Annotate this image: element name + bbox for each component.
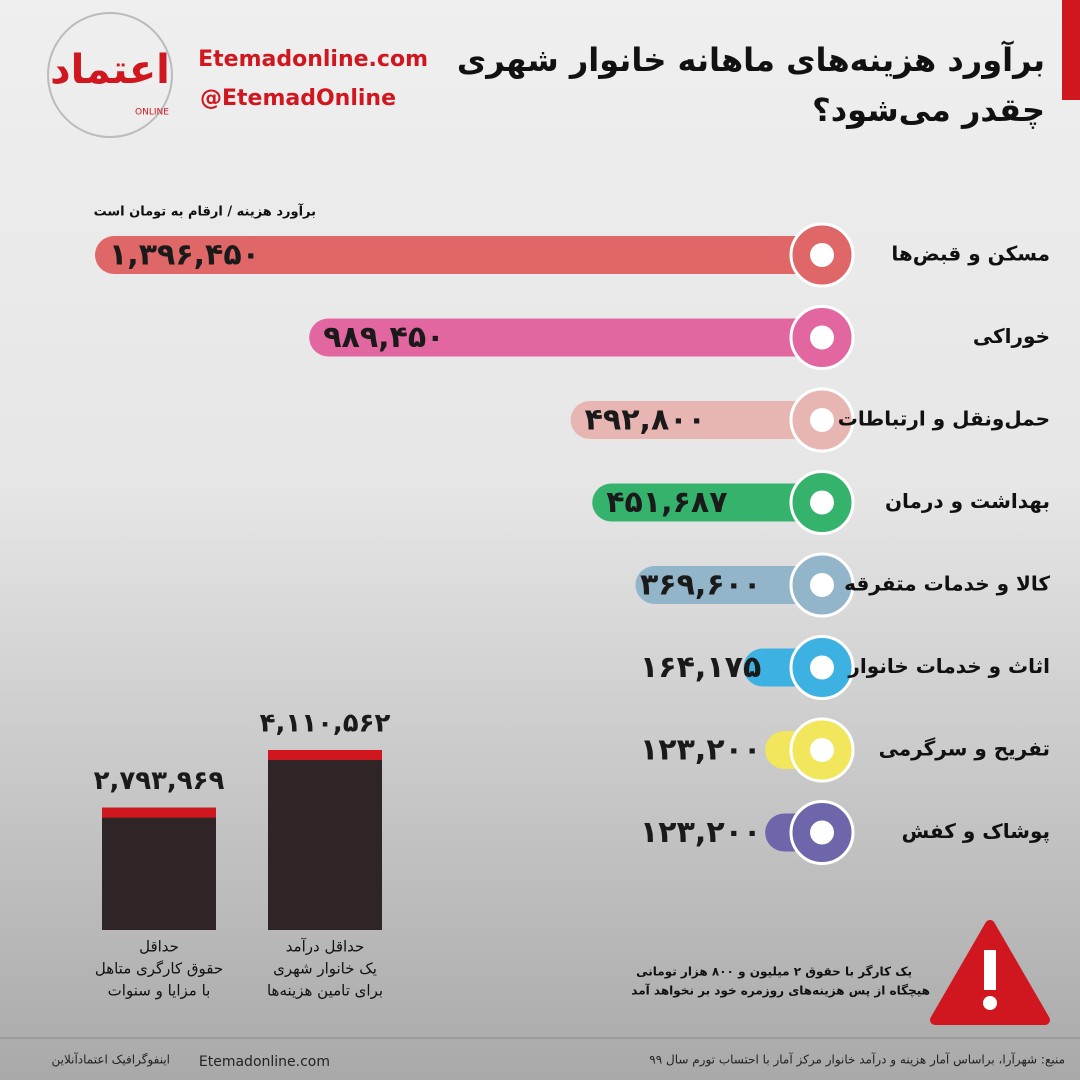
- category-label: برای تامین هزینه‌ها: [267, 982, 383, 1000]
- bar: [635, 566, 830, 604]
- icon-glyph: [810, 243, 834, 267]
- category-label: با مزایا و سنوات: [108, 982, 211, 1000]
- value-label: ۱,۳۹۶,۴۵۰: [109, 238, 260, 273]
- category-label: یک خانوار شهری: [273, 960, 377, 978]
- category-label: حقوق کارگری متاهل: [95, 960, 223, 978]
- value-label: ۱۲۳,۲۰۰: [640, 733, 761, 768]
- logo-handle: @EtemadOnline: [200, 86, 396, 111]
- value-label: ۴,۱۱۰,۵۶۲: [260, 709, 391, 739]
- category-label: حمل‌ونقل و ارتباطات: [838, 407, 1050, 431]
- bar: [309, 318, 830, 357]
- category-label: کالا و خدمات متفرقه: [844, 572, 1050, 596]
- subtitle: برآورد هزینه / ارقام به تومان است: [94, 203, 316, 220]
- category-label: پوشاک و کفش: [902, 819, 1050, 844]
- value-label: ۹۸۹,۴۵۰: [323, 320, 444, 355]
- logo-name: اعتماد: [50, 47, 170, 93]
- value-label: ۱۲۳,۲۰۰: [640, 815, 761, 850]
- warning-icon: [984, 950, 996, 990]
- logo-globe: [47, 12, 173, 138]
- logo-site: Etemadonline.com: [198, 47, 428, 72]
- footer-source: منبع: شهرآرا، براساس آمار هزینه و درآمد …: [649, 1052, 1065, 1068]
- bar: [570, 401, 830, 439]
- warning-icon: [983, 996, 997, 1010]
- icon-glyph: [810, 738, 834, 762]
- note: یک کارگر با حقوق ۲ میلیون و ۸۰۰ هزار توم…: [636, 965, 912, 980]
- category-label: اثاث و خدمات خانوار: [847, 654, 1050, 678]
- logo-tag: ONLINE: [135, 108, 169, 118]
- footer-credit: اینفوگرافیک اعتمادآنلاین: [51, 1052, 170, 1068]
- bar: [592, 483, 830, 522]
- icon-glyph: [810, 490, 834, 515]
- category-label: خوراکی: [973, 324, 1050, 348]
- note: هیچگاه از پس هزینه‌های روزمره خود بر نخو…: [631, 983, 930, 999]
- category-label: حداقل: [139, 938, 179, 956]
- value-label: ۴۹۲,۸۰۰: [585, 403, 706, 438]
- bar-cap: [102, 807, 216, 818]
- category-label: بهداشت و درمان: [885, 489, 1050, 513]
- category-label: حداقل درآمد: [286, 938, 365, 956]
- title: چقدر می‌شود؟: [812, 91, 1045, 129]
- bar: [102, 807, 216, 930]
- accent: [1062, 0, 1080, 100]
- bar: [95, 236, 830, 274]
- title: برآورد هزینه‌های ماهانه خانوار شهری: [457, 40, 1045, 79]
- icon-glyph: [810, 408, 834, 432]
- category-label: مسکن و قبض‌ها: [891, 242, 1050, 266]
- category-label: تفریح و سرگرمی: [879, 737, 1050, 761]
- footer-site: Etemadonline.com: [199, 1054, 330, 1070]
- value-label: ۱۶۴,۱۷۵: [640, 650, 761, 685]
- bar-cap: [268, 750, 382, 760]
- value-label: ۳۶۹,۶۰۰: [640, 568, 761, 603]
- icon-glyph: [810, 325, 834, 350]
- bar: [268, 750, 382, 930]
- icon-glyph: [810, 655, 834, 680]
- value-label: ۲,۷۹۳,۹۶۹: [94, 766, 225, 796]
- icon-glyph: [810, 573, 834, 597]
- icon-glyph: [810, 820, 834, 845]
- value-label: ۴۵۱,۶۸۷: [606, 485, 727, 520]
